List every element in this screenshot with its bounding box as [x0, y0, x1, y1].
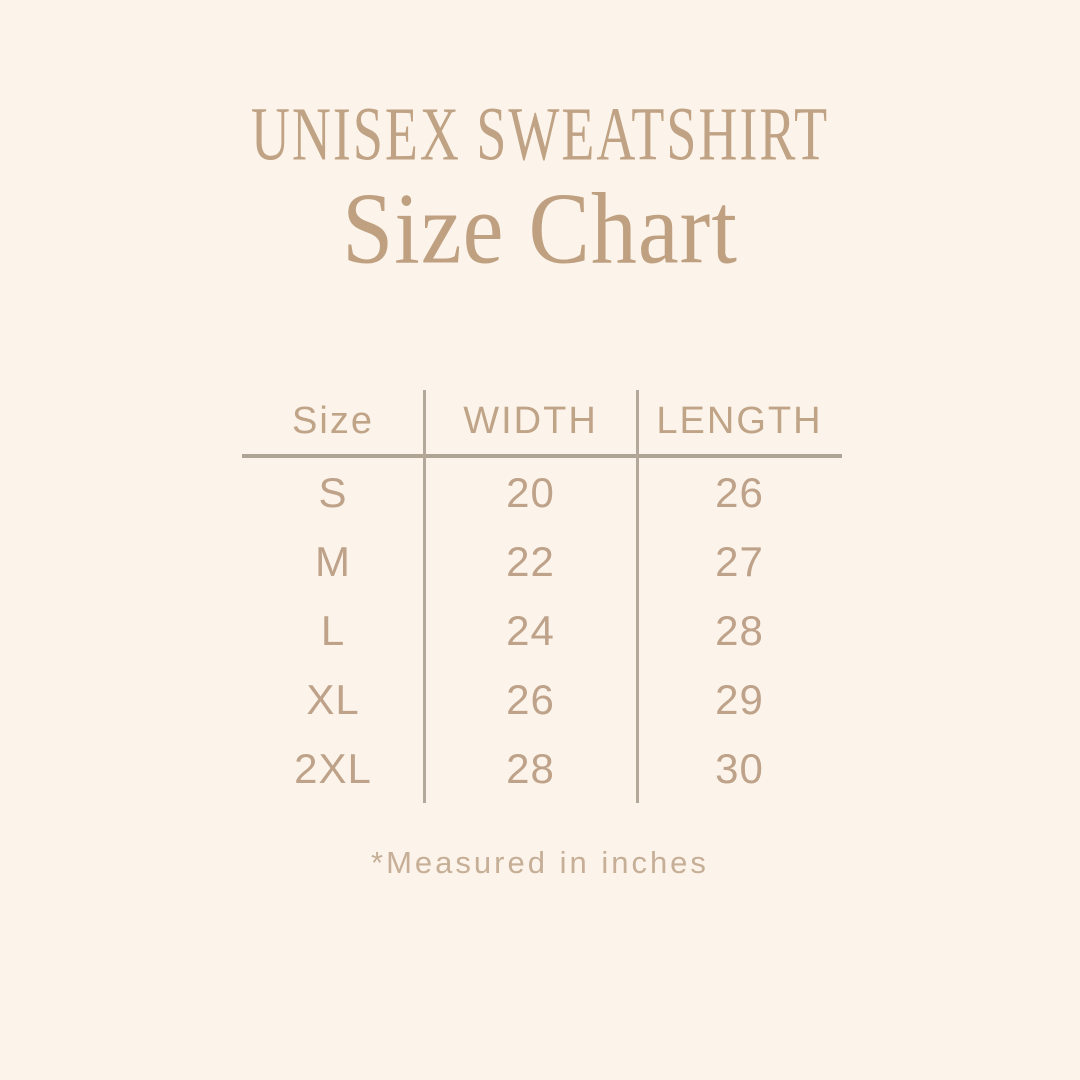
table-column-divider-left: [423, 390, 426, 803]
table-row: XL 26 29: [242, 676, 842, 724]
measurement-footnote: *Measured in inches: [371, 845, 709, 880]
cell-width: 26: [506, 675, 555, 723]
cell-length: 29: [715, 675, 764, 723]
table-row: L 24 28: [242, 607, 842, 655]
page-subtitle: Size Chart: [342, 172, 738, 285]
page-title: UNISEX SWEATSHIRT: [250, 91, 830, 177]
column-header-length: LENGTH: [656, 399, 823, 442]
cell-size: XL: [306, 675, 360, 723]
table-row: S 20 26: [242, 469, 842, 517]
cell-width: 24: [506, 606, 555, 654]
cell-width: 28: [506, 744, 555, 792]
table-row: 2XL 28 30: [242, 745, 842, 793]
column-header-size: Size: [292, 399, 374, 442]
cell-length: 27: [715, 537, 764, 585]
cell-length: 26: [715, 468, 764, 516]
cell-size: L: [320, 606, 346, 654]
cell-width: 20: [506, 468, 555, 516]
size-table: Size WIDTH LENGTH S 20 26 M 22 27 L 24 2…: [242, 390, 842, 803]
cell-length: 30: [715, 744, 764, 792]
column-header-width: WIDTH: [463, 399, 598, 442]
cell-length: 28: [715, 606, 764, 654]
cell-size: S: [318, 468, 348, 516]
cell-size: 2XL: [294, 744, 372, 792]
cell-width: 22: [506, 537, 555, 585]
table-header-underline: [242, 454, 842, 458]
table-row: M 22 27: [242, 538, 842, 586]
table-body: S 20 26 M 22 27 L 24 28 XL 26 29 2XL 28: [242, 458, 842, 803]
table-column-divider-right: [636, 390, 639, 803]
cell-size: M: [315, 537, 351, 585]
table-header-row: Size WIDTH LENGTH: [242, 390, 842, 452]
